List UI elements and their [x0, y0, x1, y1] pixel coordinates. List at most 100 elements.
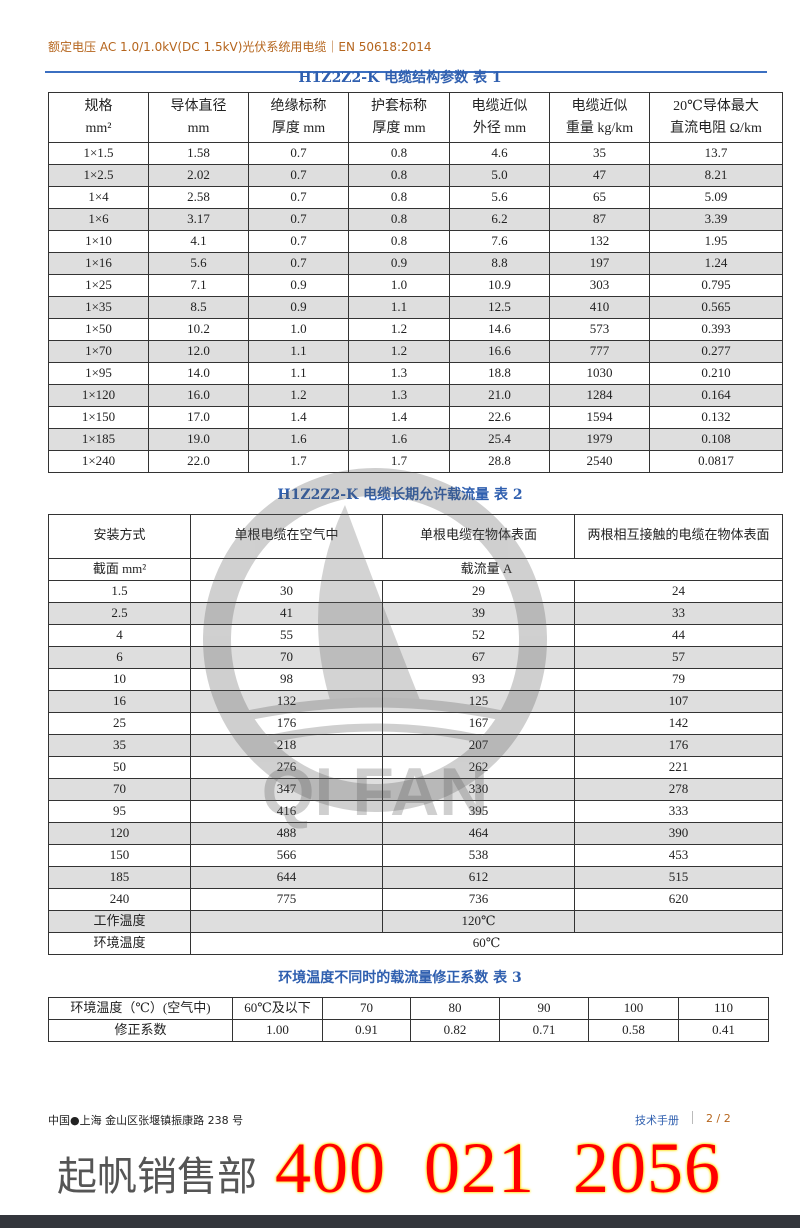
table-row: 1×240 22.0 1.7 1.7 28.8 2540 0.0817	[48, 450, 783, 473]
table-cell: 环境温度（℃）(空气中)	[48, 997, 233, 1020]
table-cell: 120	[48, 822, 191, 845]
table-row: 16 132 125 107	[48, 690, 783, 713]
table-cell: 50	[48, 756, 191, 779]
table-cell: 1×70	[48, 340, 149, 363]
column-header: 绝缘标称 厚度 mm	[248, 92, 349, 143]
table-cell: 488	[190, 822, 383, 845]
header-divider	[45, 71, 767, 73]
table-row: 95 416 395 333	[48, 800, 783, 823]
table-cell: 1030	[549, 362, 650, 385]
column-header: 电缆近似 外径 mm	[449, 92, 550, 143]
table-cell: 150	[48, 844, 191, 867]
table-cell: 1.2	[348, 318, 450, 341]
table-cell: 1×4	[48, 186, 149, 209]
table-cell: 0.7	[248, 208, 349, 231]
table-cell: 1.7	[248, 450, 349, 473]
table-cell: 5.6	[148, 252, 249, 275]
table-cell: 1.58	[148, 142, 249, 165]
table-row: 1×70 12.0 1.1 1.2 16.6 777 0.277	[48, 340, 783, 363]
table-cell: 262	[382, 756, 575, 779]
table-cell: 16.6	[449, 340, 550, 363]
table-cell: 453	[574, 844, 783, 867]
table-cell: 29	[382, 580, 575, 603]
header-line: 电缆近似	[471, 98, 528, 114]
table-cell: 410	[549, 296, 650, 319]
table-cell: 10	[48, 668, 191, 691]
table-cell: 167	[382, 712, 575, 735]
correction-factor-table: 环境温度（℃）(空气中) 60℃及以下 70 80 90 100 110 修正系数 1.00 0.…	[48, 997, 769, 1042]
footer-manual-label: 技术手册	[635, 1114, 679, 1127]
table-cell: 1×6	[48, 208, 149, 231]
working-temp-label: 工作温度	[48, 910, 191, 933]
table-cell: 1.3	[348, 362, 450, 385]
table-cell: 12.0	[148, 340, 249, 363]
table-cell: 5.09	[649, 186, 783, 209]
table-cell: 1×16	[48, 252, 149, 275]
table-cell: 65	[549, 186, 650, 209]
table-cell: 0.58	[588, 1019, 679, 1042]
table-cell: 90	[499, 997, 589, 1020]
table-cell: 22.0	[148, 450, 249, 473]
table-cell: 39	[382, 602, 575, 625]
table-cell: 1×2.5	[48, 164, 149, 187]
table-cell: 8.5	[148, 296, 249, 319]
table-cell: 4.1	[148, 230, 249, 253]
table-cell: 775	[190, 888, 383, 911]
cable-structure-table: 规格 mm² 导体直径 mm 绝缘标称 厚度 mm 护套标称 厚度 mm 电缆近似 外径 mm 电缆…	[48, 92, 783, 473]
footer-address: 中国●上海 金山区张堰镇振康路 238 号	[48, 1114, 244, 1127]
table-cell: 515	[574, 866, 783, 889]
table-cell: 1594	[549, 406, 650, 429]
table-cell: 24	[574, 580, 783, 603]
table1-title: H1Z2Z2-K 电缆结构参数 表 1	[298, 70, 502, 86]
table-cell: 8.8	[449, 252, 550, 275]
table-row: 2.5 41 39 33	[48, 602, 783, 625]
table-cell: 736	[382, 888, 575, 911]
table-cell: 0.108	[649, 428, 783, 451]
table3-title: 环境温度不同时的载流量修正系数 表 3	[278, 970, 522, 986]
table-cell: 1.1	[248, 340, 349, 363]
table-cell: 1.1	[348, 296, 450, 319]
column-header: 规格 mm²	[48, 92, 149, 143]
column-header: 电缆近似 重量 kg/km	[549, 92, 650, 143]
table-cell: 100	[588, 997, 679, 1020]
table-cell: 10.9	[449, 274, 550, 297]
table-cell: 95	[48, 800, 191, 823]
page-number: 2 / 2	[706, 1112, 731, 1125]
header-row: 规格 mm² 导体直径 mm 绝缘标称 厚度 mm 护套标称 厚度 mm 电缆近似 外径 mm 电缆…	[48, 92, 783, 143]
table-cell: 620	[574, 888, 783, 911]
table-cell: 67	[382, 646, 575, 669]
table-cell: 3.39	[649, 208, 783, 231]
table-cell: 1.2	[348, 340, 450, 363]
table-cell: 0.132	[649, 406, 783, 429]
table-cell: 52	[382, 624, 575, 647]
table-cell: 1×35	[48, 296, 149, 319]
table-cell: 33	[574, 602, 783, 625]
header-line: 厚度 mm	[372, 120, 426, 136]
table-cell: 0.71	[499, 1019, 589, 1042]
column-header: 护套标称 厚度 mm	[348, 92, 450, 143]
table-cell: 4.6	[449, 142, 550, 165]
table-cell: 98	[190, 668, 383, 691]
table-cell: 176	[190, 712, 383, 735]
table-cell: 218	[190, 734, 383, 757]
document-header: 额定电压 AC 1.0/1.0kV(DC 1.5kV)光伏系统用电缆｜EN 50…	[48, 40, 432, 54]
table-row: 25 176 167 142	[48, 712, 783, 735]
table-cell: 1×10	[48, 230, 149, 253]
table-cell: 修正系数	[48, 1019, 233, 1042]
table-cell: 1×150	[48, 406, 149, 429]
table-cell: 44	[574, 624, 783, 647]
table-cell: 5.6	[449, 186, 550, 209]
table-cell: 17.0	[148, 406, 249, 429]
table-cell: 10.2	[148, 318, 249, 341]
table-row: 1×10 4.1 0.7 0.8 7.6 132 1.95	[48, 230, 783, 253]
table-cell: 0.210	[649, 362, 783, 385]
table-cell: 0.82	[410, 1019, 500, 1042]
table-cell: 14.6	[449, 318, 550, 341]
table-cell: 303	[549, 274, 650, 297]
sales-dept-label: 起帆销售部	[57, 1154, 257, 1200]
ambient-temp-value: 60℃	[190, 932, 783, 955]
table-cell: 185	[48, 866, 191, 889]
table-cell: 142	[574, 712, 783, 735]
table-cell: 1.0	[248, 318, 349, 341]
table-cell: 416	[190, 800, 383, 823]
